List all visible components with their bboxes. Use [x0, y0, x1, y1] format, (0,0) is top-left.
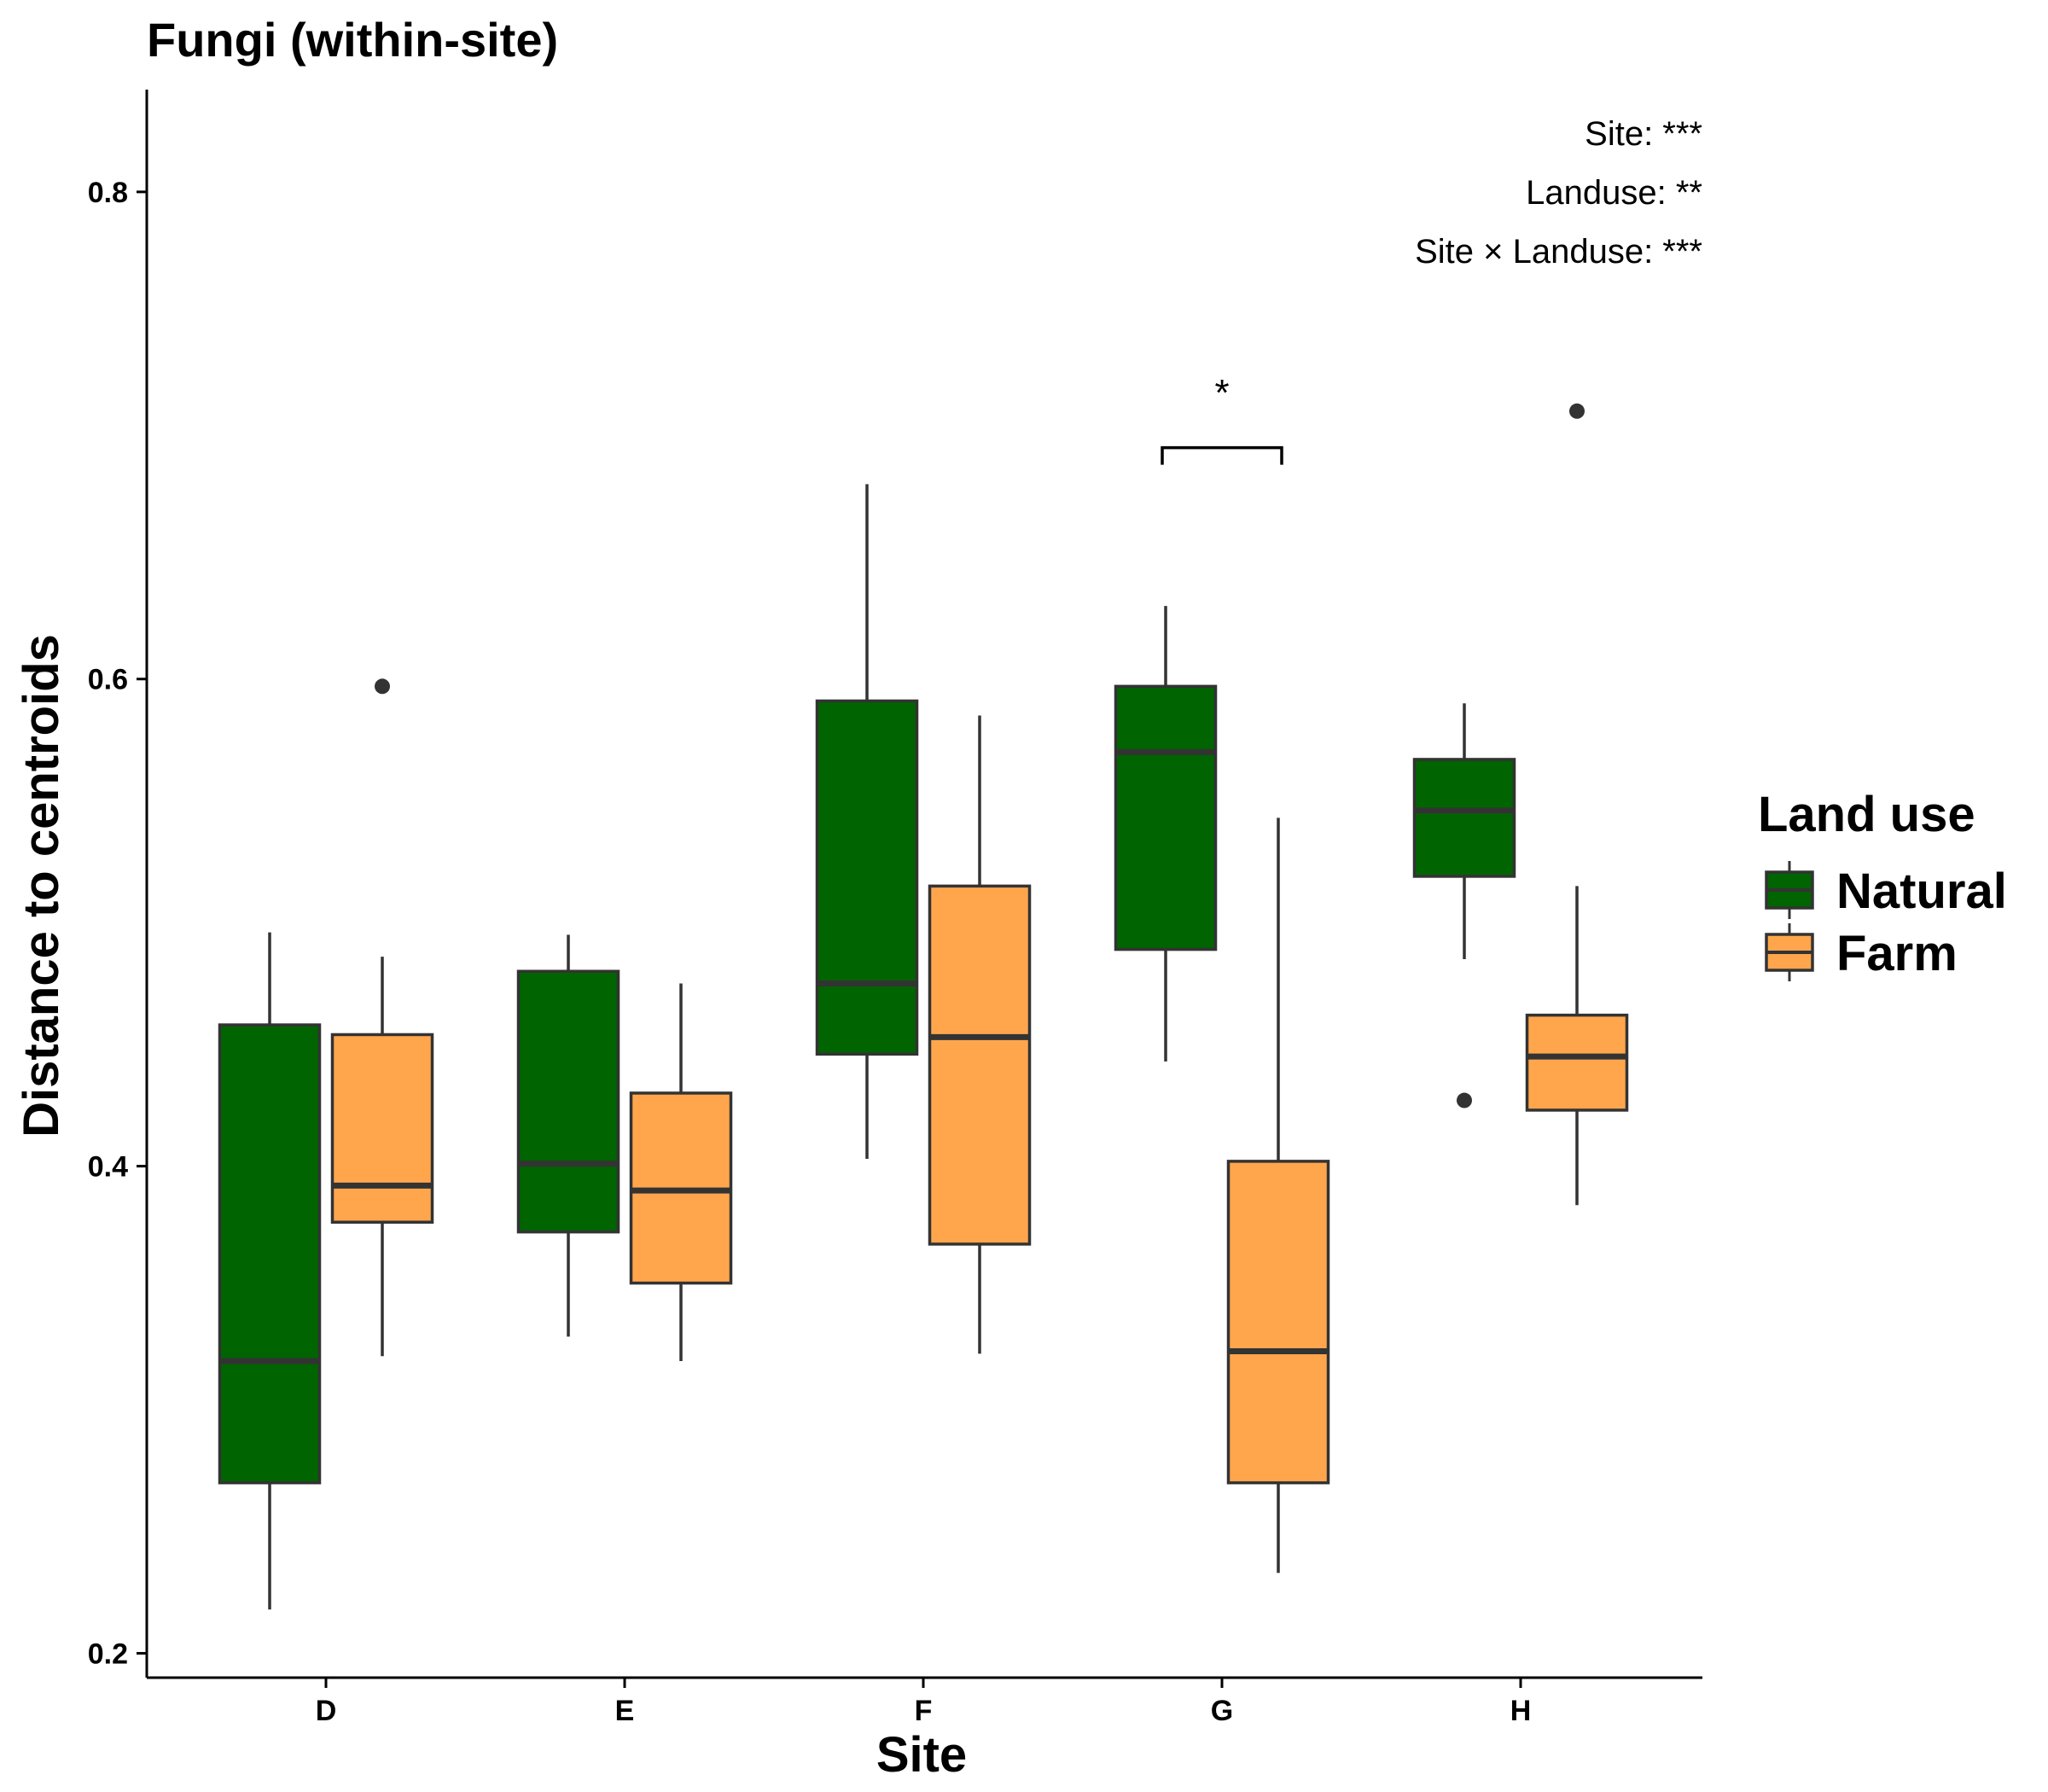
significance-label: *	[1214, 372, 1229, 414]
x-tick-label: G	[1211, 1695, 1233, 1727]
y-tick-label: 0.2	[88, 1638, 128, 1670]
box-body	[218, 1023, 322, 1485]
y-tick-label: 0.4	[88, 1151, 128, 1184]
legend-title: Land use	[1758, 787, 1975, 842]
box-body	[815, 699, 919, 1056]
outlier-point	[1569, 403, 1585, 419]
x-tick-label: E	[615, 1695, 635, 1727]
stats-annotation: Landuse: **	[1526, 174, 1702, 212]
legend-label-farm: Farm	[1836, 926, 1958, 981]
box-body	[1114, 684, 1218, 951]
box-farm-E	[629, 983, 733, 1361]
box-body	[1226, 1160, 1330, 1485]
box-natural-H	[1412, 703, 1516, 1108]
stats-annotation: Site: ***	[1585, 115, 1702, 153]
legend: Land use Natural Farm	[1758, 787, 2007, 981]
x-tick-label: D	[316, 1695, 337, 1727]
box-body	[1525, 1013, 1629, 1112]
x-tick-label: H	[1510, 1695, 1532, 1727]
stats-annotation: Site × Landuse: ***	[1415, 233, 1702, 271]
x-axis-title: Site	[876, 1727, 967, 1783]
box-farm-F	[928, 715, 1032, 1354]
box-natural-D	[218, 932, 322, 1610]
outlier-point	[375, 678, 390, 695]
y-tick-label: 0.8	[88, 177, 128, 209]
box-body	[516, 969, 620, 1234]
box-farm-D	[330, 678, 434, 1357]
box-body	[330, 1033, 434, 1224]
box-body	[1412, 758, 1516, 878]
box-natural-F	[815, 484, 919, 1160]
x-tick-label: F	[915, 1695, 933, 1727]
chart-title: Fungi (within-site)	[147, 13, 558, 67]
box-natural-G	[1114, 606, 1218, 1062]
y-tick-label: 0.6	[88, 664, 128, 696]
legend-label-natural: Natural	[1836, 864, 2007, 919]
y-axis-title: Distance to centroids	[14, 634, 69, 1137]
box-natural-E	[516, 934, 620, 1337]
box-farm-H	[1525, 403, 1629, 1206]
significance-bracket	[1161, 445, 1283, 465]
stats-annotations: Site: *** Landuse: ** Site × Landuse: ***	[1415, 115, 1702, 271]
box-farm-G	[1226, 817, 1330, 1574]
box-body	[928, 884, 1032, 1246]
outlier-point	[1457, 1092, 1472, 1108]
plot-area: 0.2 0.4 0.6 0.8 D E F G H *	[88, 90, 1702, 1727]
